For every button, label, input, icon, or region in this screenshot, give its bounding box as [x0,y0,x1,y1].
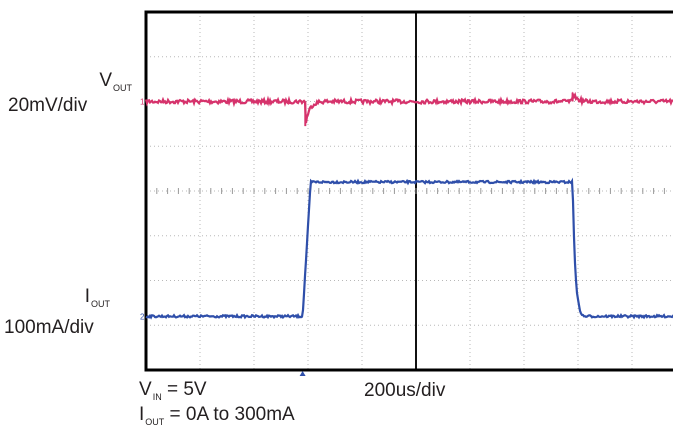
iout-label: IOUT [84,286,110,309]
vout-label: VOUT [99,70,132,93]
trigger-marker [299,371,306,376]
iout-channel-marker: 2 [140,312,145,321]
screen-border [144,10,673,372]
vin-condition: VIN = 5V [139,379,207,402]
vout-channel-marker: 1 [140,98,145,107]
iout-trace [145,177,673,320]
timebase-label: 200us/div [364,380,446,401]
iout-condition: IOUT = 0A to 300mA [139,404,295,427]
iout-scale-label: 100mA/div [4,317,94,338]
vout-scale-label: 20mV/div [8,95,88,116]
vout-trace [144,91,673,124]
graticule-grid [145,12,673,370]
traces: 12 [140,91,673,376]
